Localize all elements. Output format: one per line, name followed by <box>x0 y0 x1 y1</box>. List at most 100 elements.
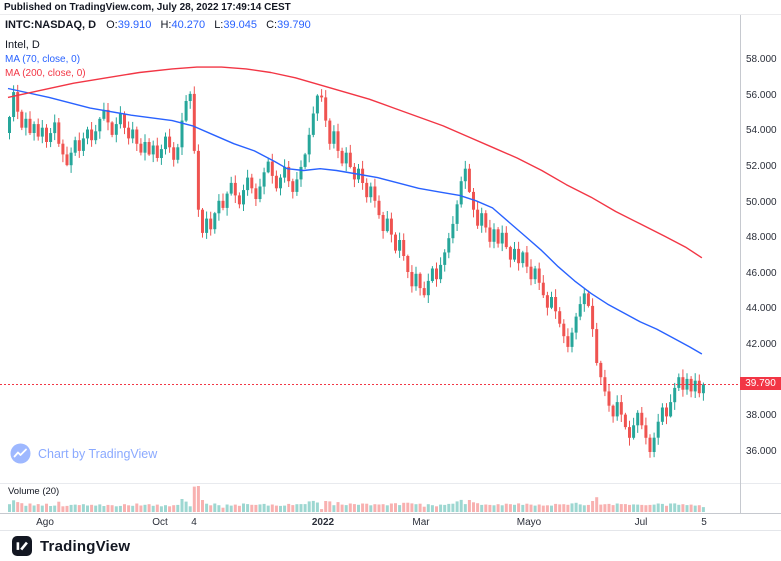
volume-bar <box>106 504 110 512</box>
volume-bar <box>299 504 303 512</box>
price-chart-canvas[interactable] <box>0 15 740 530</box>
candle-body <box>459 181 463 205</box>
watermark-text: Chart by TradingView <box>38 446 158 461</box>
volume-bar <box>8 504 11 512</box>
volume-bar <box>615 503 619 512</box>
candle-body <box>127 127 131 139</box>
tradingview-logo-icon[interactable] <box>12 536 32 556</box>
volume-bar <box>414 504 418 512</box>
volume-bar <box>242 503 245 512</box>
volume-bar <box>205 503 209 512</box>
candle-body <box>143 142 147 153</box>
candle-body <box>545 295 549 308</box>
volume-bar <box>533 505 537 512</box>
time-axis[interactable]: Ago Oct 4 2022 Mar Mayo Jul 5 <box>0 514 740 530</box>
candle-body <box>98 118 102 132</box>
volume-bar <box>307 501 311 512</box>
volume-bar <box>422 506 426 512</box>
candle-body <box>320 95 324 98</box>
volume-bar <box>582 505 586 512</box>
volume-bar <box>254 504 258 512</box>
candle-body <box>69 152 73 166</box>
price-axis[interactable]: 39.790 58.000 56.000 54.000 52.000 50.000 48.… <box>740 15 781 530</box>
candle-body <box>500 232 504 244</box>
volume-bar <box>550 505 553 512</box>
candle-body <box>53 122 57 134</box>
candle-body <box>8 117 11 133</box>
volume-bar <box>476 503 480 512</box>
candle-body <box>369 186 373 198</box>
volume-bar <box>500 505 504 512</box>
candle-body <box>250 177 254 189</box>
candle-body <box>123 113 126 128</box>
candle-body <box>192 93 196 151</box>
candle-body <box>32 124 36 133</box>
candle-body <box>287 166 291 182</box>
volume-bar <box>681 504 685 512</box>
candle-body <box>209 218 213 230</box>
candle-body <box>591 305 595 330</box>
candle-body <box>16 92 20 112</box>
time-axis-label: Ago <box>36 517 54 528</box>
candle-body <box>270 161 274 176</box>
candle-body <box>373 186 377 201</box>
volume-bar <box>689 504 693 512</box>
candle-body <box>110 122 114 135</box>
time-axis-label: Oct <box>152 517 168 528</box>
candle-body <box>558 311 562 324</box>
tradingview-wordmark[interactable]: TradingView <box>40 537 131 555</box>
chart-pane[interactable]: INTC:NASDAQ, D O:39.910 H:40.270 L:39.04… <box>0 15 740 530</box>
volume-bar <box>508 504 512 512</box>
volume-bar <box>574 502 578 512</box>
time-axis-label: Mar <box>412 517 430 528</box>
candle-body <box>615 402 619 417</box>
volume-bar <box>628 504 631 512</box>
volume-bar <box>155 504 159 512</box>
volume-bar <box>426 504 430 512</box>
price-axis-label: 48.000 <box>746 232 777 244</box>
volume-bar <box>439 504 443 512</box>
candle-body <box>164 136 167 150</box>
candle-body <box>118 113 122 125</box>
volume-bar <box>209 505 213 512</box>
volume-bar <box>517 503 521 512</box>
volume-bar <box>603 504 607 512</box>
volume-bar <box>279 505 282 512</box>
candle-body <box>447 238 451 253</box>
volume-bar <box>701 507 705 512</box>
volume-bar <box>406 502 410 512</box>
volume-bar <box>213 503 217 512</box>
volume-bar <box>504 503 508 512</box>
candle-body <box>20 111 24 128</box>
candle-body <box>636 412 640 426</box>
volume-bar <box>595 497 599 512</box>
candle-body <box>332 131 336 144</box>
watermark-link[interactable]: Chart by TradingView <box>10 443 157 464</box>
price-axis-label: 38.000 <box>746 410 777 422</box>
volume-bar <box>373 504 377 512</box>
price-axis-label: 44.000 <box>746 303 777 315</box>
candle-body <box>266 161 270 173</box>
candle-body <box>619 402 623 415</box>
volume-bar <box>521 504 525 512</box>
candle-body <box>681 377 685 390</box>
volume-bar <box>246 504 250 512</box>
volume-bar <box>28 503 32 512</box>
volume-bar <box>172 505 176 512</box>
candle-body <box>435 268 438 280</box>
candle-body <box>328 120 332 144</box>
candle-body <box>648 437 652 452</box>
volume-bar <box>394 503 397 512</box>
volume-bar <box>266 505 270 512</box>
volume-bar <box>525 503 529 512</box>
volume-bar <box>287 503 291 512</box>
volume-bar <box>168 506 172 512</box>
candle-body <box>513 248 516 260</box>
volume-bar <box>472 502 475 512</box>
volume-bar <box>463 504 467 512</box>
volume-bar <box>98 504 102 512</box>
published-text: Published on TradingView.com, July 28, 2… <box>4 2 291 13</box>
time-axis-label: 2022 <box>311 517 335 528</box>
volume-bar <box>566 504 570 512</box>
candle-body <box>311 113 315 135</box>
